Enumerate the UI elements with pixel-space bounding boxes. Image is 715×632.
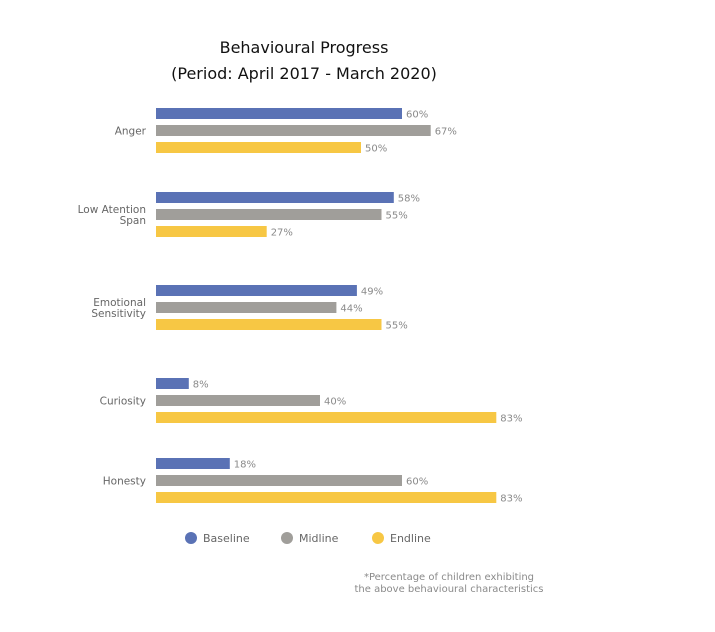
bar-endline: [156, 226, 267, 237]
bar-endline: [156, 412, 497, 423]
category-label: Anger: [115, 126, 147, 138]
category-group: Curiosity 8% 40% 83%: [100, 378, 523, 425]
bar-baseline: [156, 285, 357, 296]
data-label: 18%: [234, 460, 256, 471]
category-label: Span: [120, 215, 146, 227]
bar-baseline: [156, 378, 189, 389]
legend-marker: [185, 532, 197, 544]
bar-baseline: [156, 108, 402, 119]
bar-endline: [156, 319, 382, 330]
chart-title: Behavioural Progress: [220, 38, 389, 57]
bar-midline: [156, 209, 382, 220]
data-label: 27%: [271, 228, 293, 239]
data-label: 55%: [386, 321, 408, 332]
bar-midline: [156, 475, 402, 486]
category-label: Sensitivity: [91, 308, 146, 320]
data-label: 49%: [361, 287, 383, 298]
legend-marker: [281, 532, 293, 544]
category-label: Emotional: [93, 297, 146, 309]
category-label: Low Atention: [78, 204, 146, 216]
data-label: 40%: [324, 397, 346, 408]
footnote-line: the above behavioural characteristics: [354, 584, 543, 595]
bar-endline: [156, 492, 497, 503]
chart-subtitle: (Period: April 2017 - March 2020): [171, 64, 437, 83]
legend-item: Baseline: [185, 532, 250, 545]
legend-label: Endline: [390, 532, 431, 545]
data-label: 83%: [500, 494, 522, 505]
bar-midline: [156, 395, 320, 406]
data-label: 55%: [386, 211, 408, 222]
data-label: 8%: [193, 380, 209, 391]
category-group: Honesty 18% 60% 83%: [103, 458, 523, 505]
category-label: Curiosity: [100, 396, 146, 408]
data-label: 58%: [398, 194, 420, 205]
bar-endline: [156, 142, 361, 153]
category-group: Anger 60% 67% 50%: [115, 108, 457, 155]
data-label: 60%: [406, 110, 428, 121]
bar-baseline: [156, 458, 230, 469]
bar-midline: [156, 302, 337, 313]
data-label: 60%: [406, 477, 428, 488]
data-label: 83%: [500, 414, 522, 425]
bar-baseline: [156, 192, 394, 203]
footnote-line: *Percentage of children exhibiting: [364, 572, 534, 583]
data-label: 67%: [435, 127, 457, 138]
legend-label: Midline: [299, 532, 339, 545]
legend: Baseline Midline Endline: [185, 532, 431, 545]
legend-marker: [372, 532, 384, 544]
data-label: 44%: [340, 304, 362, 315]
data-label: 50%: [365, 144, 387, 155]
legend-label: Baseline: [203, 532, 250, 545]
category-label: Honesty: [103, 476, 146, 488]
bar-midline: [156, 125, 431, 136]
legend-item: Endline: [372, 532, 431, 545]
legend-item: Midline: [281, 532, 339, 545]
